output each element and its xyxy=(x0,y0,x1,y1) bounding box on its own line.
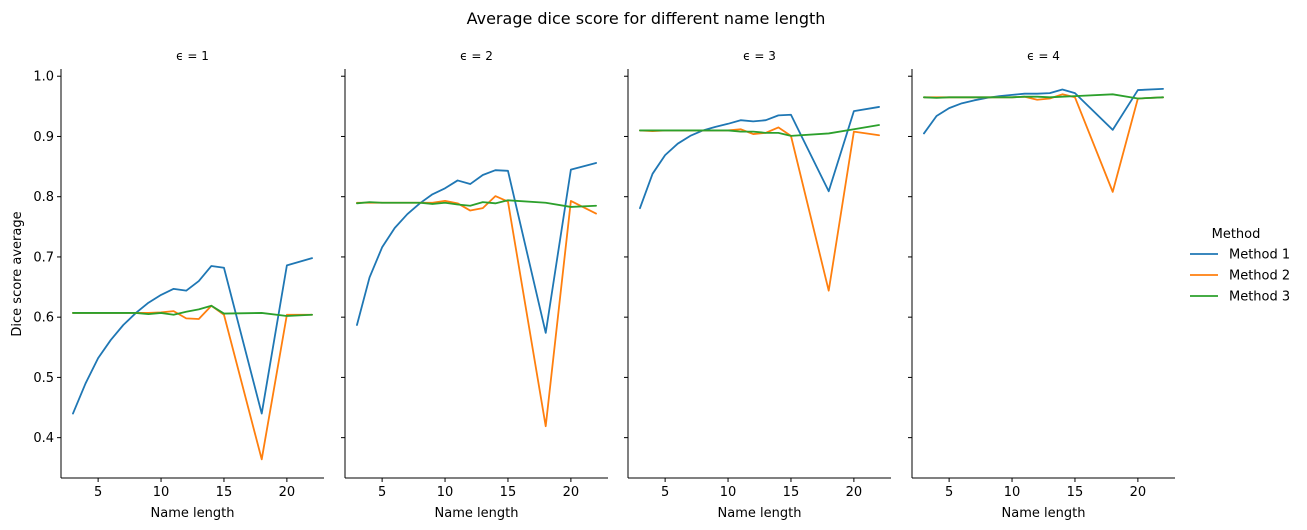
x-axis-label: Name length xyxy=(1002,506,1086,521)
x-tick-label: 20 xyxy=(846,485,863,500)
facet-panel-1: ϵ = 1 0.4 0.5 0.6 0.7 0.8 0.9 1.0 5 10 15 20 Name le… xyxy=(33,49,324,521)
x-tick-label: 5 xyxy=(378,485,386,500)
facet-title: ϵ = 1 xyxy=(176,49,209,63)
series-line-method-1 xyxy=(639,106,880,210)
legend-title: Method xyxy=(1212,227,1261,242)
facet-panel-4: ϵ = 4 5 10 15 20 Name length xyxy=(908,49,1175,521)
x-tick-label: 20 xyxy=(563,485,580,500)
x-tick-label: 15 xyxy=(500,485,517,500)
facet-title: ϵ = 2 xyxy=(460,49,493,63)
legend: Method Method 1 Method 2 Method 3 xyxy=(1190,227,1290,305)
x-tick-label: 15 xyxy=(783,485,800,500)
series-line-method-3 xyxy=(356,199,597,208)
facet-panels: ϵ = 1 0.4 0.5 0.6 0.7 0.8 0.9 1.0 5 10 15 20 Name le… xyxy=(33,49,1175,521)
series-line-method-2 xyxy=(639,126,880,292)
x-axis-label: Name length xyxy=(151,506,235,521)
y-tick-label: 0.5 xyxy=(33,371,54,386)
series-line-method-1 xyxy=(923,87,1164,135)
series-line-method-3 xyxy=(639,124,880,137)
facet-title: ϵ = 3 xyxy=(743,49,776,63)
x-tick-label: 15 xyxy=(216,485,233,500)
series-line-method-3 xyxy=(923,93,1164,100)
y-tick-label: 0.4 xyxy=(33,431,54,446)
x-tick-label: 10 xyxy=(720,485,737,500)
series-line-method-3 xyxy=(72,304,313,317)
facet-panel-3: ϵ = 3 5 10 15 20 Name length xyxy=(624,49,891,521)
x-tick-label: 20 xyxy=(1130,485,1147,500)
x-tick-label: 10 xyxy=(153,485,170,500)
x-tick-label: 20 xyxy=(279,485,296,500)
y-tick-label: 1.0 xyxy=(33,70,54,85)
x-tick-label: 5 xyxy=(94,485,102,500)
y-axis-label: Dice score average xyxy=(10,211,25,336)
legend-label: Method 2 xyxy=(1229,269,1290,284)
x-tick-label: 10 xyxy=(437,485,454,500)
series-line-method-1 xyxy=(356,162,597,334)
chart-title: Average dice score for different name le… xyxy=(467,9,826,28)
x-tick-label: 10 xyxy=(1004,485,1021,500)
legend-label: Method 1 xyxy=(1229,248,1290,263)
y-tick-label: 0.8 xyxy=(33,190,54,205)
series-line-method-1 xyxy=(72,257,313,415)
x-tick-label: 15 xyxy=(1067,485,1084,500)
y-tick-label: 0.6 xyxy=(33,311,54,326)
facet-panel-2: ϵ = 2 5 10 15 20 Name length xyxy=(341,49,608,521)
x-tick-label: 5 xyxy=(945,485,953,500)
x-axis-label: Name length xyxy=(435,506,519,521)
legend-label: Method 3 xyxy=(1229,290,1290,305)
facet-title: ϵ = 4 xyxy=(1027,49,1060,63)
x-tick-label: 5 xyxy=(661,485,669,500)
y-tick-label: 0.7 xyxy=(33,250,54,265)
series-line-method-2 xyxy=(923,93,1164,193)
x-axis-label: Name length xyxy=(718,506,802,521)
y-tick-label: 0.9 xyxy=(33,130,54,145)
